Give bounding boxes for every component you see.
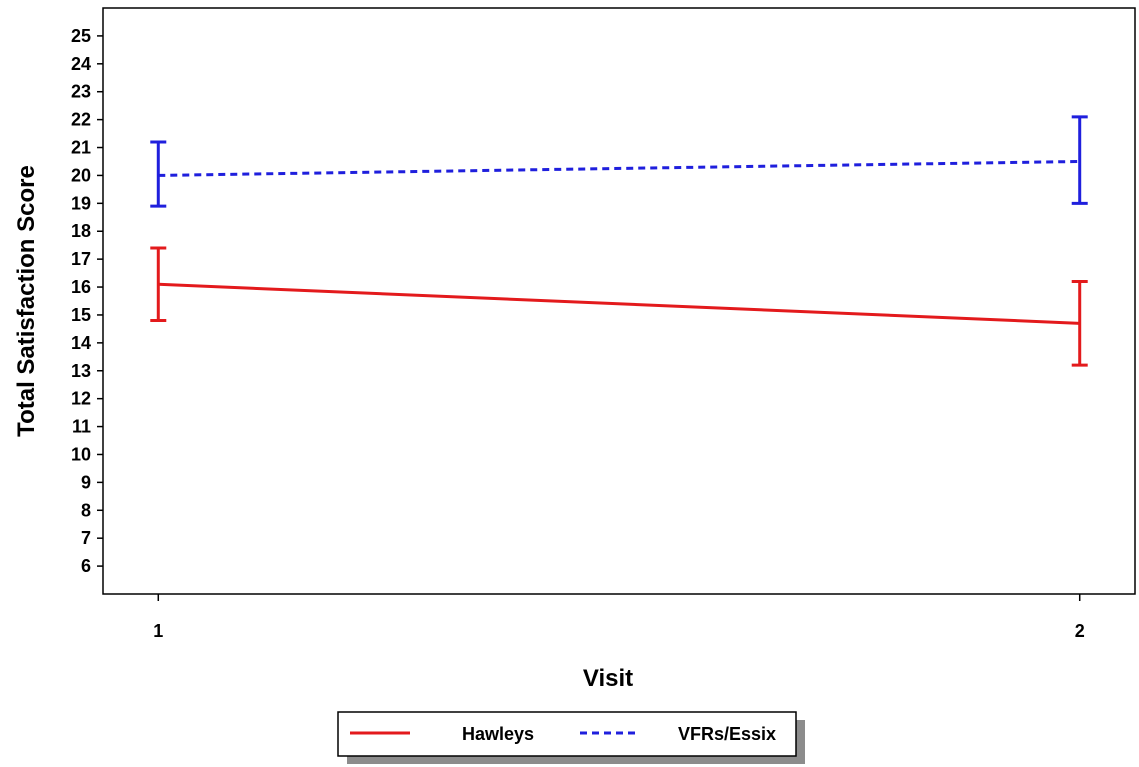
y-tick-label: 12 [71, 389, 91, 409]
y-tick-label: 15 [71, 305, 91, 325]
series-line-0 [158, 282, 1080, 325]
x-tick-label: 2 [1075, 621, 1085, 641]
y-tick-label: 10 [71, 444, 91, 464]
y-tick-label: 7 [81, 528, 91, 548]
y-tick-label: 18 [71, 221, 91, 241]
error-bar [1071, 115, 1088, 205]
y-tick-label: 21 [71, 138, 91, 158]
y-tick-label: 8 [81, 500, 91, 520]
y-tick-label: 17 [71, 249, 91, 269]
y-tick-label: 20 [71, 165, 91, 185]
y-tick-label: 19 [71, 193, 91, 213]
y-tick-label: 25 [71, 26, 91, 46]
y-tick-label: 16 [71, 277, 91, 297]
y-tick-label: 22 [71, 110, 91, 130]
legend-label-hawleys: Hawleys [462, 724, 534, 744]
y-tick-label: 6 [81, 556, 91, 576]
y-tick-label: 11 [72, 417, 91, 437]
legend-box [337, 711, 797, 757]
y-axis-title: Total Satisfaction Score [13, 165, 40, 437]
error-bar [1071, 279, 1088, 367]
y-tick-label: 13 [71, 361, 91, 381]
y-tick-label: 9 [81, 472, 91, 492]
error-bar [150, 140, 167, 208]
x-axis-title: Visit [583, 665, 633, 692]
y-tick-label: 23 [71, 82, 91, 102]
legend-label-vfrs-essix: VFRs/Essix [678, 724, 776, 744]
series-layer [150, 115, 1088, 367]
y-tick-label: 14 [71, 333, 91, 353]
plot-frame [102, 7, 1136, 595]
x-tick-label: 1 [153, 621, 163, 641]
series-line-1 [158, 159, 1080, 177]
error-bar [150, 246, 167, 323]
y-tick-label: 24 [71, 54, 91, 74]
legend: Hawleys VFRs/Essix [337, 711, 805, 764]
y-axis-ticks: 6 7 8 9 10 11 12 13 14 15 16 17 18 19 20 21 22 23 24 25 [71, 26, 103, 576]
